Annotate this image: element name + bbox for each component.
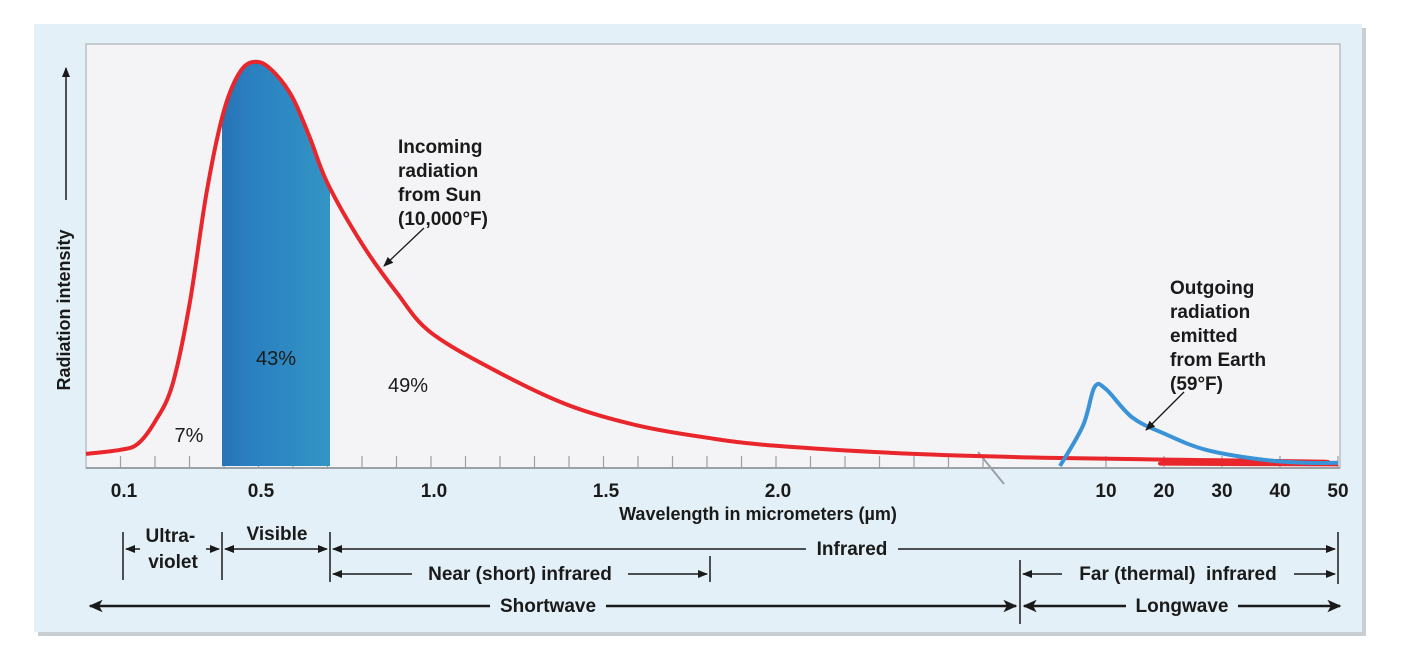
ultraviolet-label-bg [140,522,206,578]
x-tick-label: 1.0 [421,481,447,502]
x-tick-label: 50 [1327,481,1348,502]
visible-label-bg [240,522,314,544]
ultraviolet-label-line: violet [148,552,198,573]
visible-label: Visible [247,524,308,545]
far-infrared-label: Far (thermal) infrared [1079,564,1276,585]
near-infrared-label-bg [412,562,628,586]
sun-annotation-pointer [383,227,425,267]
x-tick-label: 20 [1153,481,1174,502]
share-label-visible: 43% [256,348,296,370]
sun-annotation-line: Incoming [398,137,482,158]
longwave-label: Longwave [1136,596,1229,617]
sun-annotation-line: from Sun [398,185,481,206]
sun-radiation-curve [85,59,1339,467]
sun-annotation-line: radiation [398,161,478,182]
x-axis-label: Wavelength in micrometers (µm) [619,504,897,524]
earth-annotation-line: radiation [1170,302,1250,323]
far-infrared-label-bg [1062,562,1294,586]
x-tick-label: 0.1 [111,481,138,502]
share-label-ultraviolet: 7% [175,425,204,447]
x-tick-label: 2.0 [765,481,791,502]
earth-annotation-line: from Earth [1170,350,1266,371]
infrared-label: Infrared [817,539,888,560]
sun-annotation: Incoming radiation from Sun (10,000°F) [398,137,488,230]
x-tick-label: 10 [1095,481,1116,502]
ultraviolet-label-line: Ultra- [146,526,196,547]
x-tick-label: 30 [1211,481,1232,502]
shortwave-label: Shortwave [500,596,596,617]
near-infrared-label: Near (short) infrared [428,564,612,585]
infrared-label-bg [806,538,898,560]
longwave-label-bg [1126,594,1238,618]
earth-annotation: Outgoing radiation emitted from Earth (5… [1170,278,1271,395]
y-axis-label: Radiation intensity [54,229,74,390]
share-label-infrared: 49% [388,375,428,397]
earth-annotation-line: (59°F) [1170,374,1223,395]
earth-annotation-pointer [1145,391,1185,431]
band-brackets [122,532,1339,624]
x-tick-label: 0.5 [248,481,275,502]
x-tick-label: 40 [1269,481,1290,502]
earth-annotation-line: Outgoing [1170,278,1254,299]
earth-annotation-line: emitted [1170,326,1238,347]
sun-annotation-line: (10,000°F) [398,209,488,230]
visible-spectrum-fill [222,61,330,466]
ultraviolet-label: Ultra- violet [146,526,201,573]
shortwave-label-bg [490,594,606,618]
x-tick-label: 1.5 [593,481,620,502]
